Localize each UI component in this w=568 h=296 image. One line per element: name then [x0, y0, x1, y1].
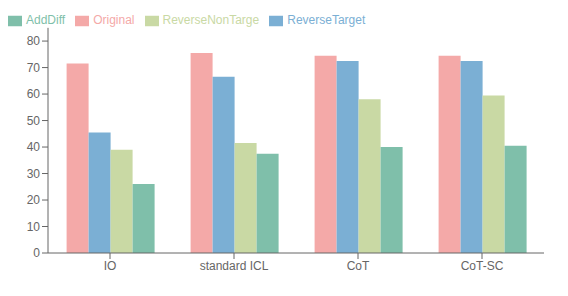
svg-text:0: 0	[33, 246, 40, 260]
svg-text:60: 60	[27, 87, 41, 101]
svg-text:CoT-SC: CoT-SC	[461, 259, 504, 273]
html-text:Original: Original	[93, 13, 135, 27]
html-text:AddDiff: AddDiff	[26, 13, 66, 27]
svg-text:70: 70	[27, 61, 41, 75]
svg-text:80: 80	[27, 34, 41, 48]
svg-text:CoT: CoT	[347, 259, 370, 273]
html-text:ReverseNonTarge: ReverseNonTarge	[162, 13, 260, 27]
html-text:ReverseTarget: ReverseTarget	[287, 13, 366, 27]
svg-text:IO: IO	[104, 259, 117, 273]
svg-text:20: 20	[27, 193, 41, 207]
svg-text:10: 10	[27, 220, 41, 234]
svg-text:30: 30	[27, 167, 41, 181]
svg-text:40: 40	[27, 140, 41, 154]
svg-text:50: 50	[27, 114, 41, 128]
svg-text:standard ICL: standard ICL	[200, 259, 269, 273]
